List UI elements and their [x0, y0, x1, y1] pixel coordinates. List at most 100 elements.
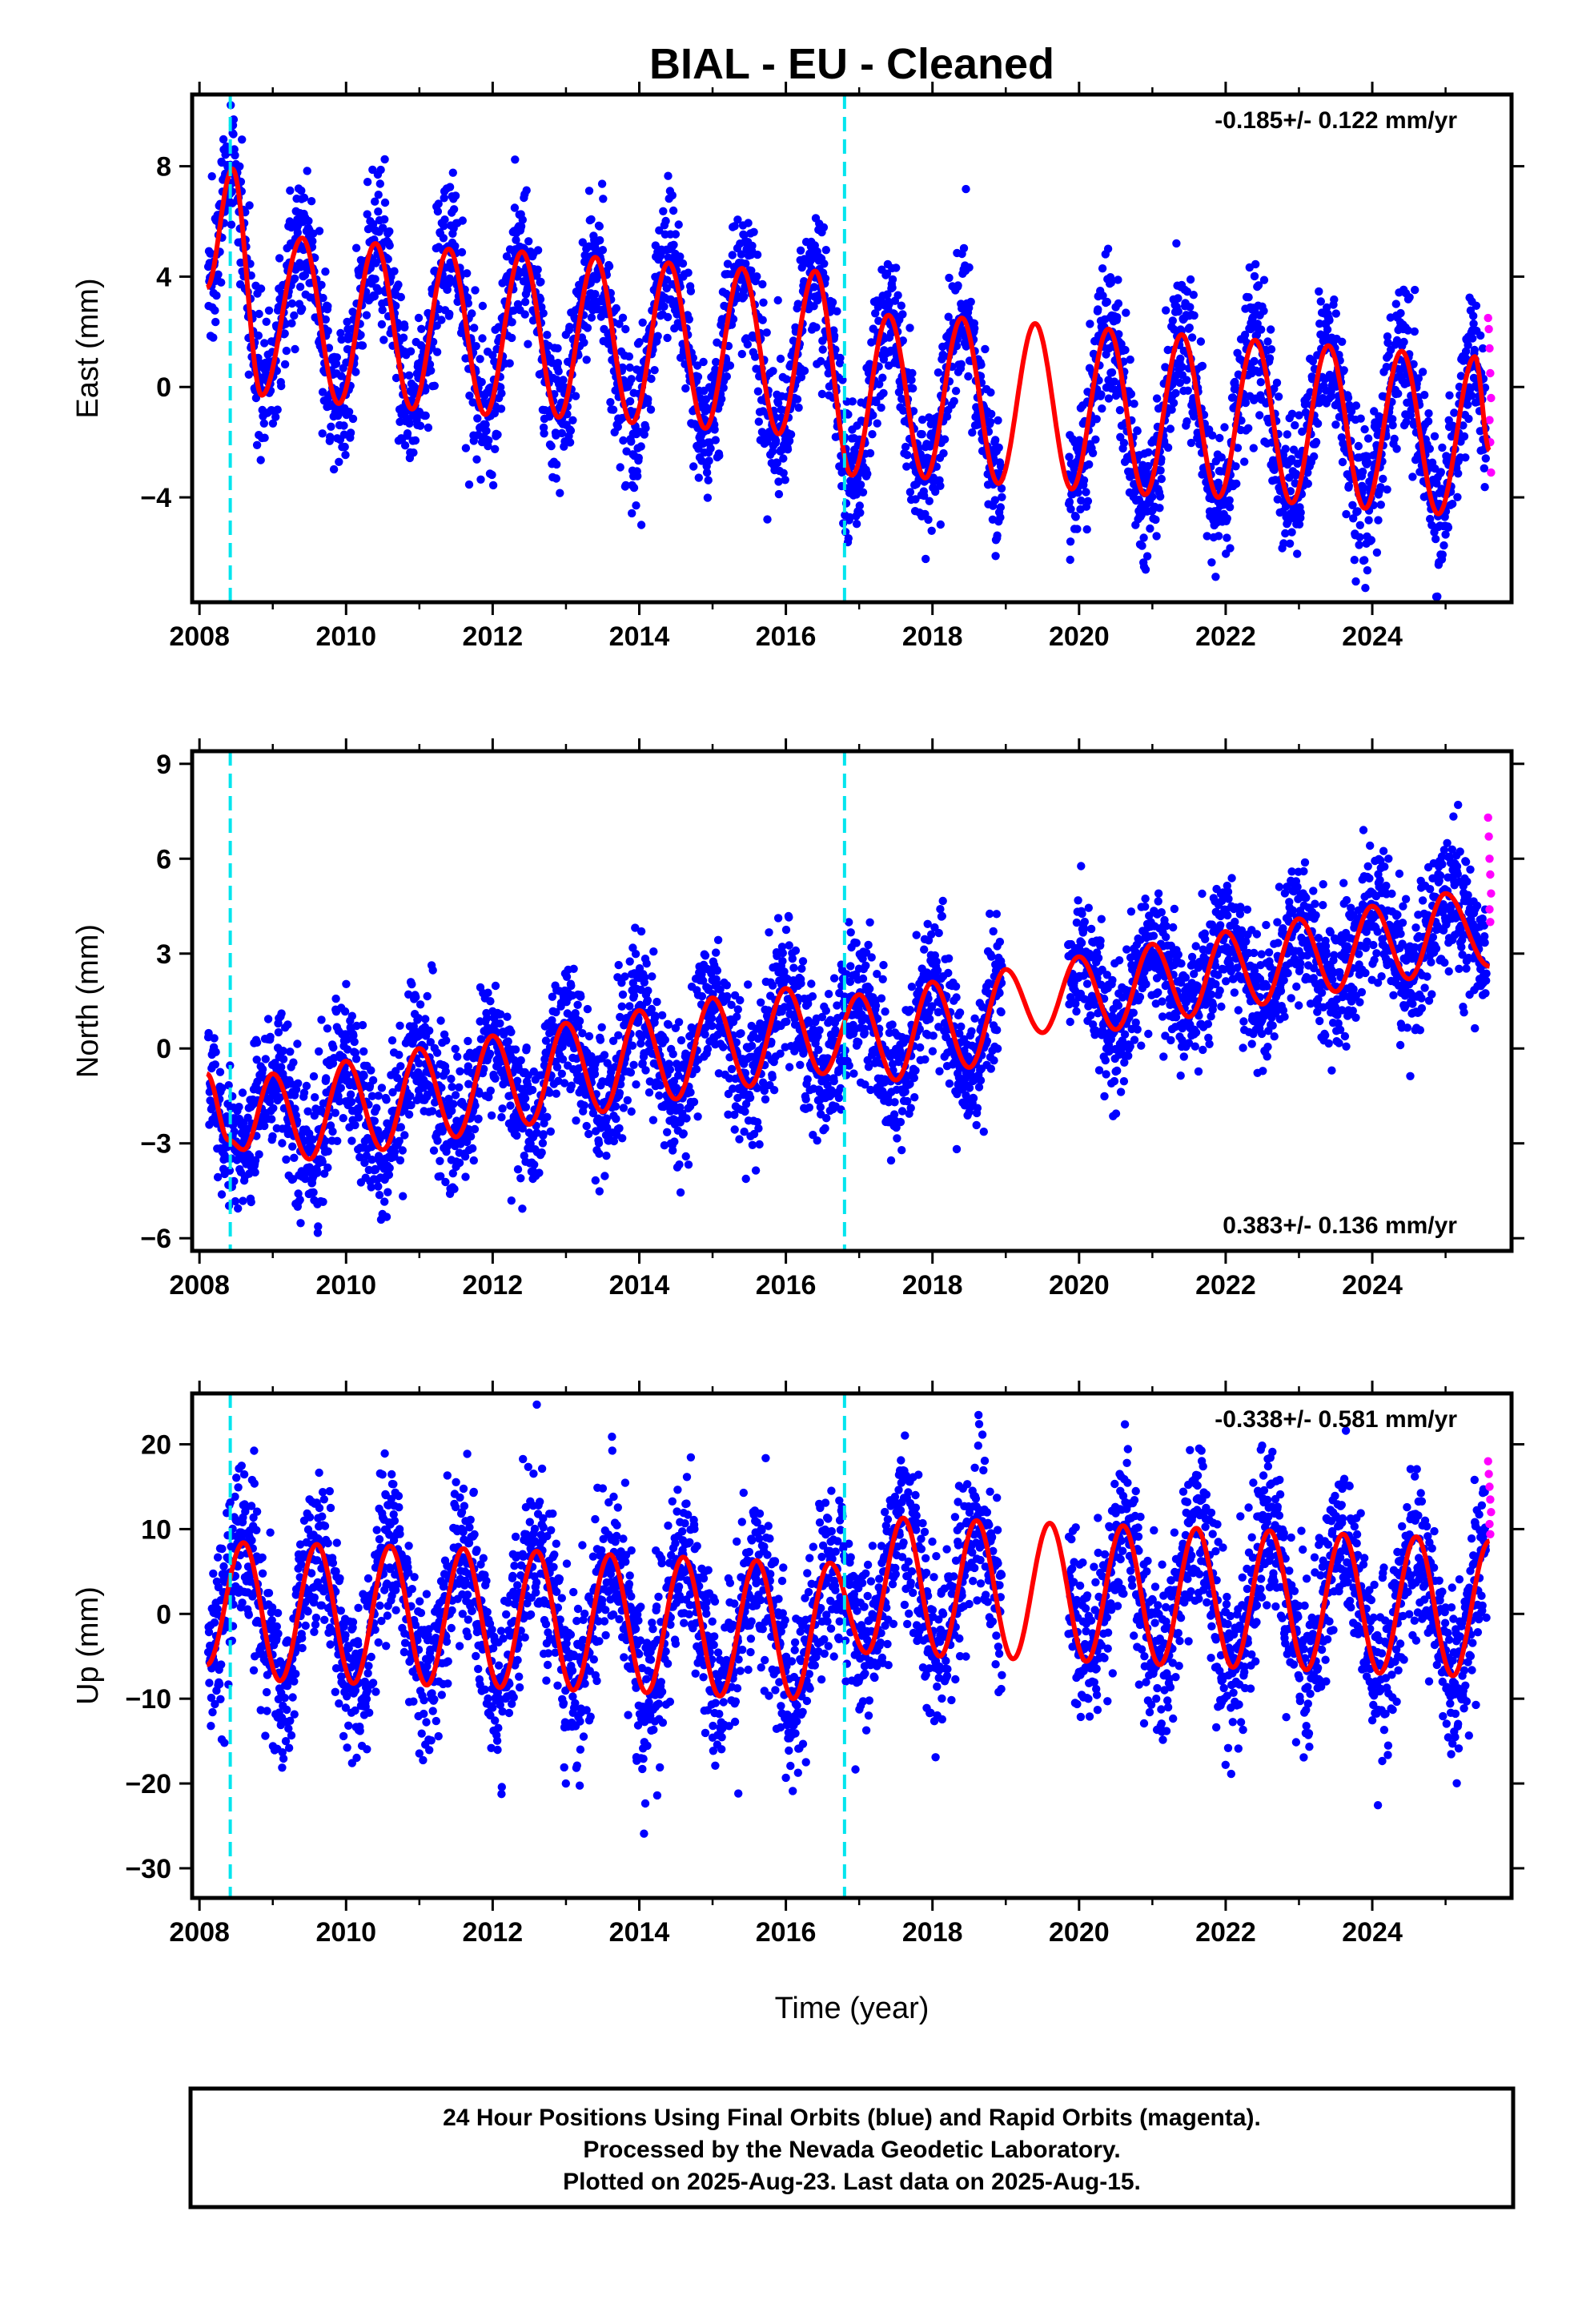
- observation-point: [747, 266, 756, 275]
- observation-point: [322, 1074, 331, 1083]
- observation-point: [1349, 514, 1358, 523]
- observation-point: [644, 395, 652, 404]
- observation-point: [737, 250, 746, 259]
- observation-point: [535, 1168, 544, 1177]
- rapid-point: [1487, 393, 1496, 403]
- observation-point: [697, 456, 706, 465]
- observation-point: [965, 263, 974, 272]
- observation-point: [450, 1184, 459, 1193]
- observation-point: [856, 480, 865, 489]
- observation-point: [1171, 371, 1181, 380]
- observation-point: [1183, 386, 1193, 395]
- observation-point: [1156, 492, 1165, 501]
- observation-point: [1448, 500, 1457, 509]
- observation-point: [591, 1176, 600, 1185]
- observation-point: [363, 210, 371, 219]
- observation-point: [315, 1047, 323, 1056]
- observation-point: [1088, 448, 1098, 457]
- observation-point: [749, 227, 758, 236]
- observation-point: [934, 368, 943, 377]
- observation-point: [689, 462, 698, 471]
- observation-point: [600, 1051, 609, 1059]
- observation-point: [319, 1197, 327, 1207]
- observation-point: [621, 324, 630, 334]
- observation-point: [405, 419, 414, 428]
- observation-point: [321, 315, 330, 324]
- observation-point: [472, 455, 481, 464]
- observation-point: [260, 339, 269, 348]
- observation-point: [387, 1036, 397, 1045]
- observation-point: [399, 1192, 408, 1200]
- observation-point: [256, 456, 265, 464]
- observation-point: [1464, 400, 1472, 409]
- observation-point: [512, 235, 520, 244]
- observation-point: [456, 1067, 464, 1076]
- observation-point: [417, 324, 426, 333]
- observation-point: [1291, 420, 1299, 430]
- observation-point: [706, 444, 715, 453]
- observation-point: [319, 293, 327, 303]
- observation-point: [543, 331, 552, 340]
- observation-point: [412, 992, 420, 1002]
- observation-point: [1480, 483, 1489, 492]
- observation-point: [268, 1132, 277, 1141]
- observation-point: [396, 292, 405, 302]
- observation-point: [451, 1044, 460, 1054]
- observation-point: [845, 513, 854, 522]
- observation-point: [1372, 548, 1382, 557]
- observation-point: [618, 313, 628, 322]
- observation-point: [552, 1089, 560, 1098]
- observation-point: [797, 372, 806, 382]
- observation-point: [1220, 423, 1229, 432]
- observation-point: [1469, 312, 1478, 320]
- observation-point: [385, 227, 394, 236]
- observation-point: [1376, 483, 1385, 492]
- observation-point: [1356, 414, 1365, 423]
- observation-point: [336, 1084, 345, 1092]
- observation-point: [1225, 496, 1234, 505]
- observation-point: [1425, 444, 1435, 453]
- observation-point: [581, 251, 590, 260]
- observation-point: [351, 368, 360, 376]
- observation-point: [1311, 437, 1321, 447]
- observation-point: [725, 361, 735, 370]
- observation-point: [1217, 453, 1227, 462]
- observation-point: [472, 342, 480, 351]
- observation-point: [476, 475, 485, 484]
- observation-point: [1113, 312, 1122, 322]
- observation-point: [996, 503, 1006, 512]
- observation-point: [1174, 294, 1182, 303]
- observation-point: [888, 283, 897, 292]
- observation-point: [1433, 592, 1442, 601]
- observation-point: [819, 223, 829, 232]
- observation-point: [481, 420, 490, 429]
- observation-point: [565, 438, 575, 447]
- observation-point: [323, 302, 332, 311]
- observation-point: [1481, 454, 1491, 463]
- observation-point: [533, 265, 542, 274]
- observation-point: [994, 416, 1002, 425]
- observation-point: [291, 344, 299, 354]
- observation-point: [1223, 533, 1231, 542]
- observation-point: [566, 426, 576, 435]
- observation-point: [1167, 405, 1176, 414]
- observation-point: [942, 412, 952, 421]
- observation-point: [1468, 334, 1477, 343]
- observation-point: [336, 328, 345, 338]
- observation-point: [468, 398, 477, 407]
- observation-point: [282, 1155, 291, 1164]
- observation-point: [512, 1131, 521, 1140]
- observation-point: [997, 462, 1006, 471]
- observation-point: [1157, 474, 1166, 484]
- observation-point: [317, 1015, 326, 1024]
- observation-point: [954, 281, 962, 290]
- observation-point: [619, 436, 628, 445]
- observation-point: [1126, 355, 1134, 364]
- observation-point: [414, 313, 424, 323]
- observation-point: [269, 1104, 278, 1113]
- observation-point: [371, 275, 379, 283]
- observation-point: [873, 419, 881, 428]
- observation-point: [375, 179, 384, 188]
- observation-point: [307, 197, 316, 206]
- observation-point: [848, 397, 857, 406]
